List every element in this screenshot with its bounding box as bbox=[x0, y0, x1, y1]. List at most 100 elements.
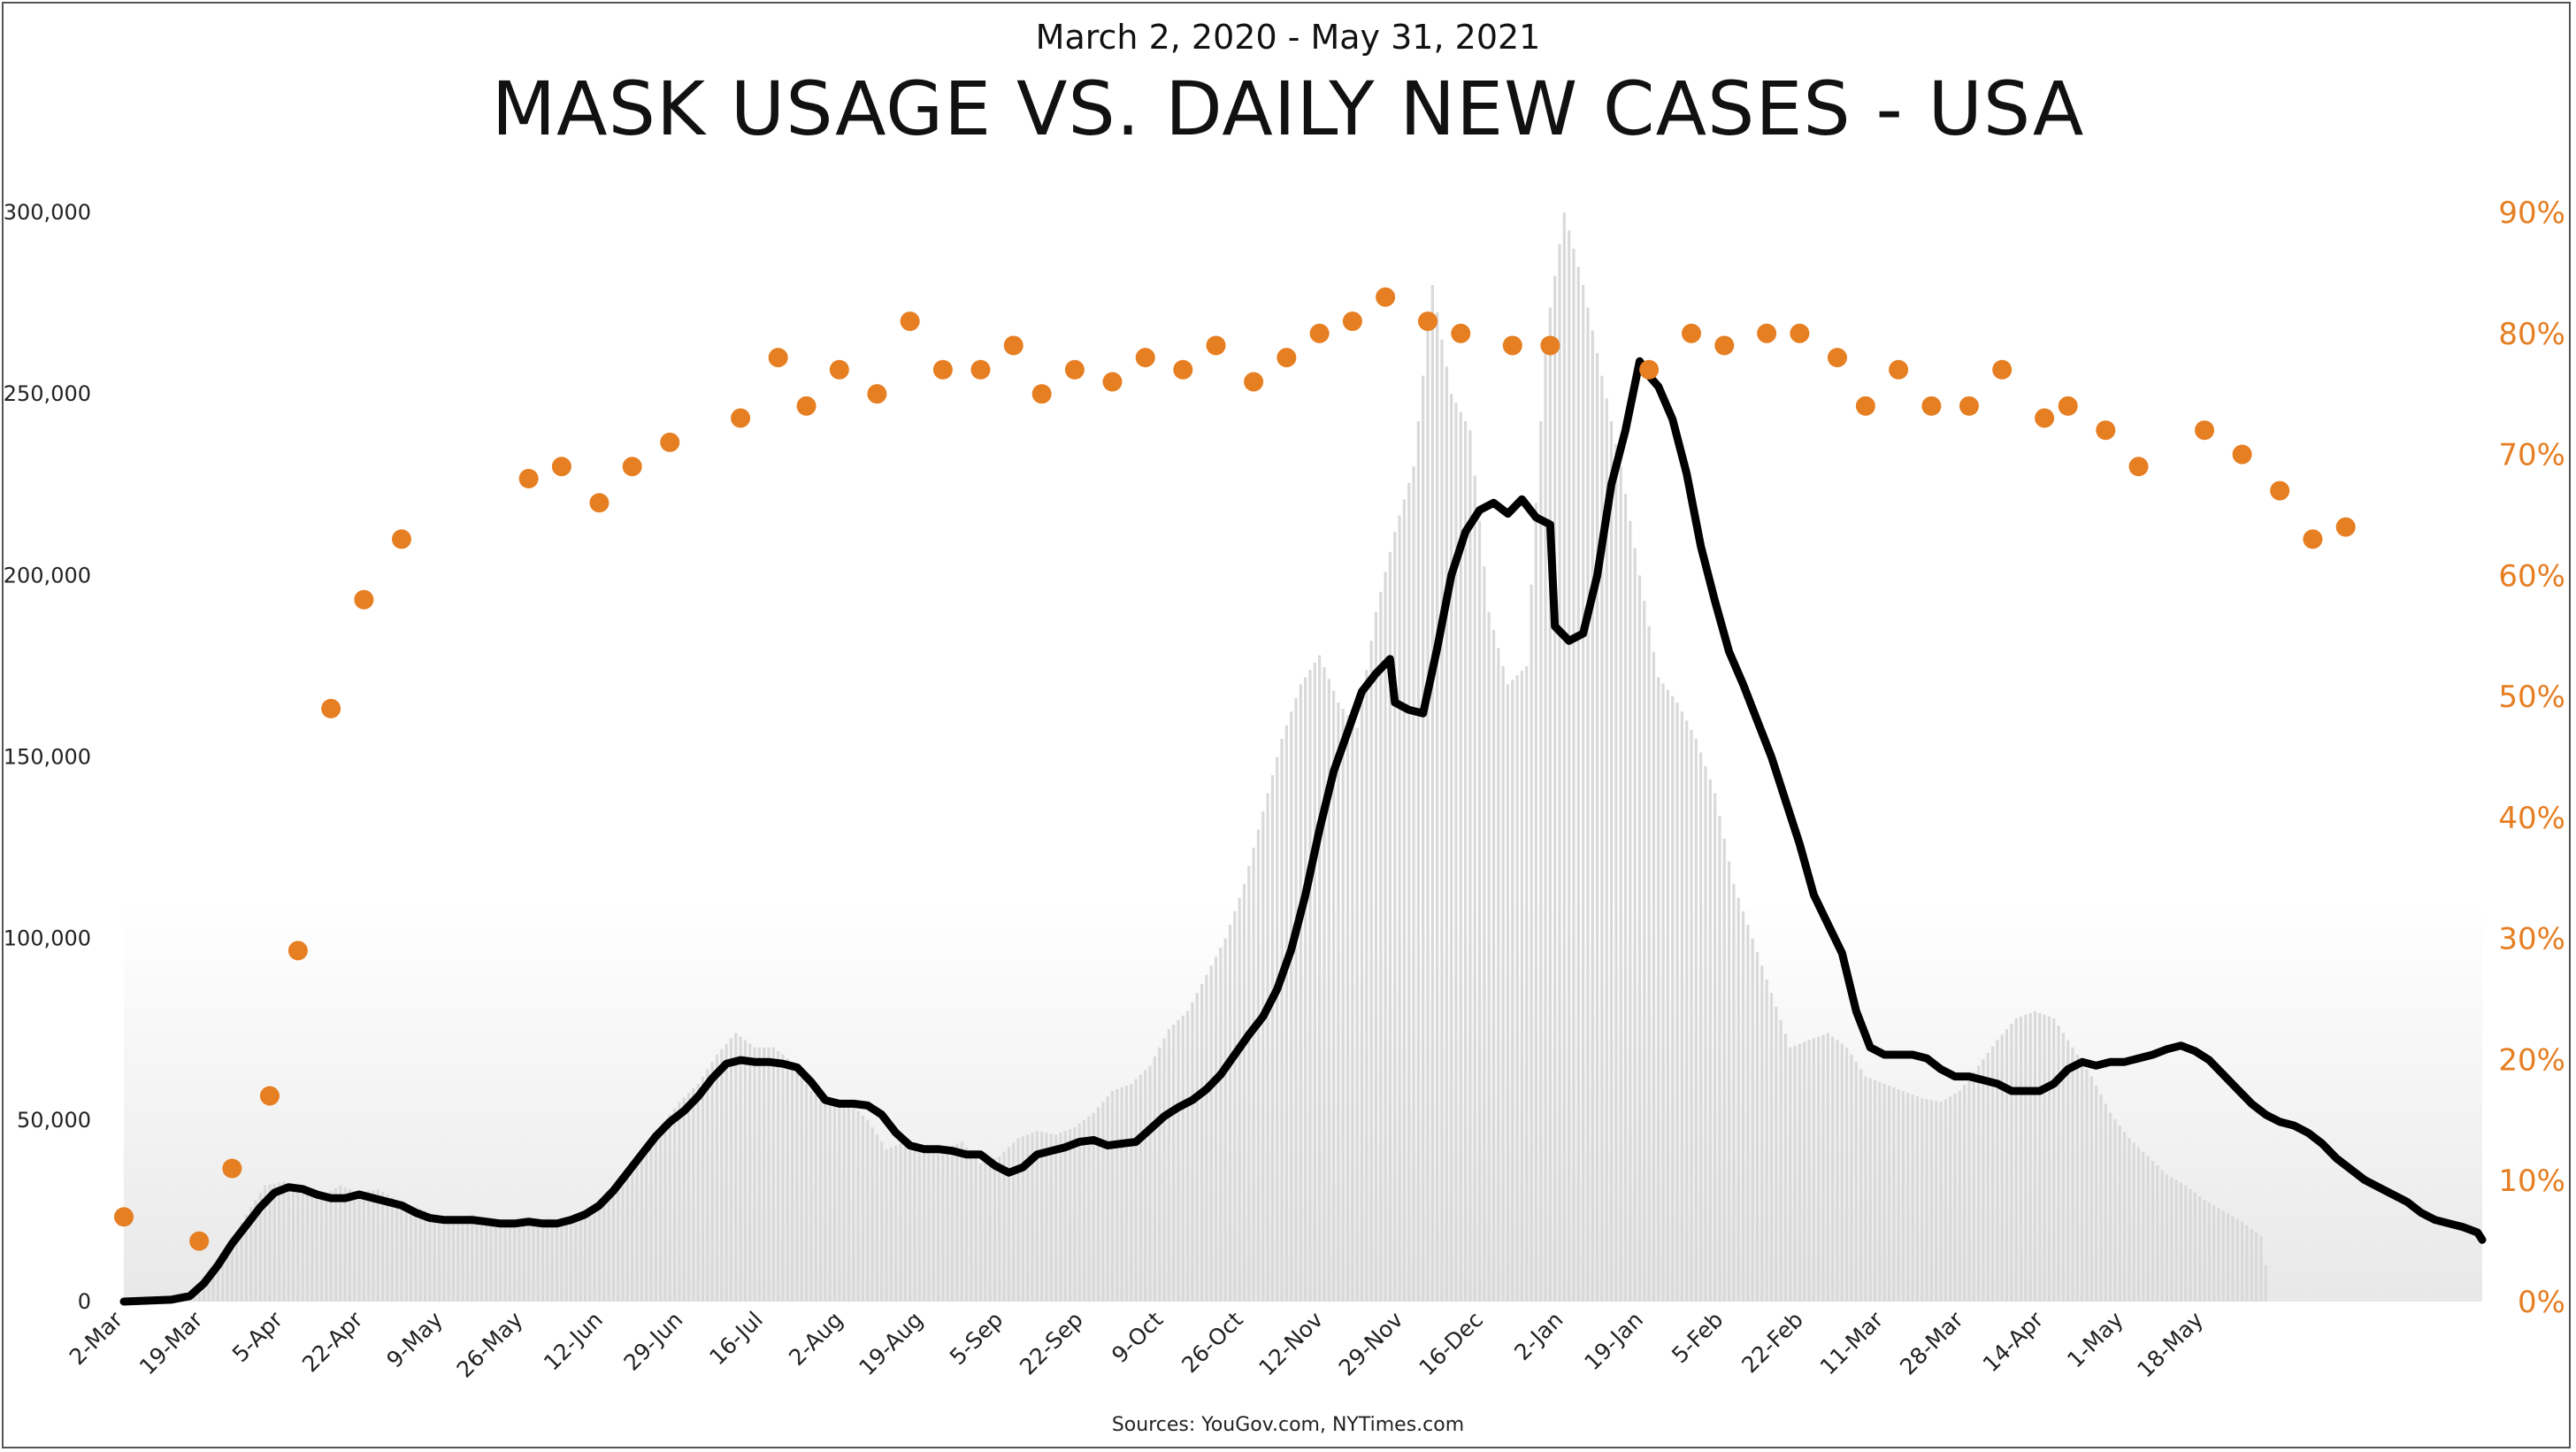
daily-case-bar bbox=[1416, 420, 1420, 1302]
mask-usage-point bbox=[391, 529, 411, 549]
daily-case-bar bbox=[1953, 1094, 1957, 1302]
y-right-tick-label: 10% bbox=[2498, 1164, 2565, 1199]
daily-case-bar bbox=[1266, 793, 1269, 1302]
daily-case-bar bbox=[2259, 1236, 2263, 1302]
daily-case-bar bbox=[743, 1040, 748, 1302]
daily-case-bar bbox=[1045, 1133, 1048, 1302]
x-tick-label: 19-Aug bbox=[854, 1307, 928, 1381]
daily-case-bar bbox=[838, 1103, 841, 1302]
daily-case-bar bbox=[1990, 1046, 1995, 1302]
daily-case-bar bbox=[805, 1083, 809, 1302]
daily-case-bar bbox=[593, 1209, 596, 1302]
mask-usage-point bbox=[731, 408, 751, 428]
x-tick-label: 14-Apr bbox=[1978, 1306, 2049, 1377]
daily-case-bar bbox=[376, 1188, 380, 1302]
x-tick-label: 22-Apr bbox=[297, 1306, 368, 1377]
daily-case-bar bbox=[617, 1189, 620, 1302]
x-tick-label: 11-Mar bbox=[1815, 1306, 1889, 1379]
daily-case-bar bbox=[1096, 1107, 1100, 1302]
daily-case-bar bbox=[583, 1214, 587, 1302]
daily-case-bar bbox=[433, 1214, 436, 1302]
mask-usage-point bbox=[1003, 335, 1024, 356]
mask-usage-point bbox=[1855, 396, 1875, 416]
daily-case-bar bbox=[1177, 1019, 1180, 1302]
daily-case-bar bbox=[1572, 249, 1576, 1302]
daily-case-bar bbox=[1007, 1147, 1011, 1302]
daily-case-bar bbox=[574, 1218, 578, 1302]
mask-usage-point bbox=[1135, 348, 1155, 368]
daily-case-bar bbox=[2057, 1026, 2060, 1302]
daily-case-bar bbox=[748, 1043, 752, 1302]
mask-usage-point bbox=[1418, 311, 1438, 332]
mask-usage-point bbox=[1889, 359, 1909, 380]
daily-case-bar bbox=[1906, 1093, 1910, 1302]
x-tick-label: 28-Mar bbox=[1895, 1306, 1968, 1379]
daily-case-bar bbox=[936, 1148, 940, 1302]
daily-case-bar bbox=[2099, 1095, 2103, 1302]
daily-case-bar bbox=[343, 1187, 347, 1302]
daily-case-bar bbox=[1412, 466, 1415, 1302]
mask-usage-point bbox=[1921, 396, 1942, 416]
daily-case-bar bbox=[1284, 725, 1288, 1302]
daily-case-bar bbox=[325, 1193, 328, 1302]
y-left-tick-label: 200,000 bbox=[4, 563, 91, 588]
daily-case-bar bbox=[339, 1185, 342, 1302]
daily-case-bar bbox=[1939, 1102, 1943, 1302]
daily-case-bar bbox=[579, 1216, 582, 1302]
daily-case-bar bbox=[1426, 330, 1430, 1302]
daily-case-bar bbox=[2081, 1062, 2084, 1302]
daily-case-bar bbox=[546, 1218, 549, 1302]
daily-case-bar bbox=[1690, 729, 1693, 1302]
daily-case-bar bbox=[1440, 339, 1444, 1302]
daily-case-bar bbox=[2066, 1040, 2070, 1302]
daily-case-bar bbox=[686, 1093, 691, 1302]
daily-case-bar bbox=[2122, 1132, 2127, 1302]
daily-case-bar bbox=[2095, 1085, 2098, 1302]
daily-case-bar bbox=[1077, 1123, 1081, 1302]
daily-case-bar bbox=[715, 1054, 719, 1302]
daily-case-bar bbox=[1643, 601, 1646, 1302]
daily-case-bar bbox=[1666, 689, 1670, 1302]
daily-case-bar bbox=[2146, 1156, 2150, 1302]
daily-case-bar bbox=[1736, 897, 1740, 1302]
daily-case-bar bbox=[2118, 1125, 2121, 1302]
daily-case-bar bbox=[1708, 780, 1712, 1302]
daily-case-bar bbox=[861, 1115, 865, 1302]
daily-case-bar bbox=[978, 1164, 983, 1302]
daily-case-bar bbox=[2089, 1076, 2093, 1302]
daily-case-bar bbox=[1605, 398, 1608, 1302]
daily-case-bar bbox=[230, 1240, 234, 1302]
mask-usage-point bbox=[2195, 420, 2215, 441]
daily-case-bar bbox=[1059, 1133, 1062, 1302]
daily-case-bar bbox=[1925, 1099, 1928, 1302]
daily-case-bar bbox=[1755, 952, 1760, 1302]
daily-case-bar bbox=[1487, 611, 1491, 1302]
daily-case-bar bbox=[791, 1062, 794, 1302]
daily-case-bar bbox=[1073, 1127, 1077, 1302]
daily-case-bar bbox=[1463, 420, 1468, 1302]
daily-case-bar bbox=[2189, 1188, 2192, 1302]
chart-source: Sources: YouGov.com, NYTimes.com bbox=[1111, 1414, 1465, 1436]
daily-case-bar bbox=[1501, 665, 1505, 1302]
daily-case-bar bbox=[1355, 727, 1359, 1302]
mask-usage-point bbox=[1992, 359, 2012, 380]
daily-case-bar bbox=[1256, 829, 1261, 1302]
daily-case-bar bbox=[1450, 394, 1453, 1302]
daily-case-bar bbox=[1483, 566, 1486, 1302]
daily-case-bar bbox=[1341, 709, 1345, 1302]
daily-case-bar bbox=[1878, 1081, 1882, 1302]
daily-case-bar bbox=[1491, 629, 1496, 1302]
daily-case-bar bbox=[2014, 1018, 2018, 1302]
daily-case-bar bbox=[2217, 1208, 2220, 1302]
daily-case-bar bbox=[1935, 1101, 1938, 1302]
daily-case-bar bbox=[268, 1184, 272, 1302]
daily-case-bar bbox=[475, 1216, 479, 1302]
daily-case-bar bbox=[381, 1191, 385, 1302]
daily-case-bar bbox=[319, 1196, 324, 1302]
daily-case-bar bbox=[696, 1083, 700, 1302]
daily-case-bar bbox=[272, 1183, 276, 1302]
daily-case-bar bbox=[1544, 339, 1547, 1302]
mask-usage-point bbox=[622, 457, 642, 477]
